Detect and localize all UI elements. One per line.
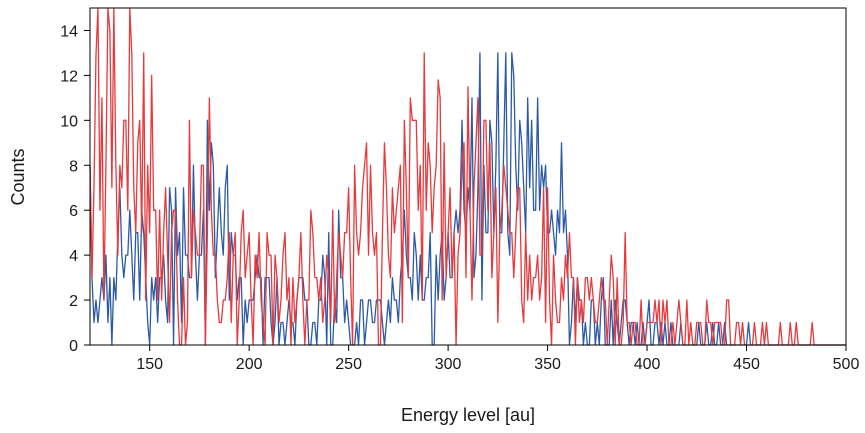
y-tick-label: 8	[69, 158, 78, 175]
y-tick-label: 2	[69, 293, 78, 310]
x-axis: 150 200 250 300 350 400 450 500	[136, 345, 859, 373]
x-tick-label: 300	[435, 356, 462, 373]
y-tick-label: 10	[60, 113, 78, 130]
y-tick-label: 4	[69, 248, 78, 265]
x-tick-label: 150	[136, 356, 163, 373]
series-layer	[89, 7, 846, 346]
x-tick-label: 450	[733, 356, 760, 373]
y-tick-label: 12	[60, 68, 78, 85]
y-tick-label: 6	[69, 203, 78, 220]
y-axis: 0 2 4 6 8 10 12 14	[60, 23, 90, 355]
y-axis-label: Counts	[8, 148, 28, 205]
x-tick-label: 400	[634, 356, 661, 373]
plot-area	[90, 8, 846, 345]
x-axis-label: Energy level [au]	[401, 405, 535, 425]
x-tick-label: 250	[335, 356, 362, 373]
x-tick-label: 500	[833, 356, 860, 373]
x-tick-label: 350	[534, 356, 561, 373]
y-tick-label: 14	[60, 23, 78, 40]
series-line-2	[89, 7, 846, 346]
plot-frame	[89, 7, 847, 346]
y-tick-label: 0	[69, 338, 78, 355]
x-tick-label: 200	[236, 356, 263, 373]
